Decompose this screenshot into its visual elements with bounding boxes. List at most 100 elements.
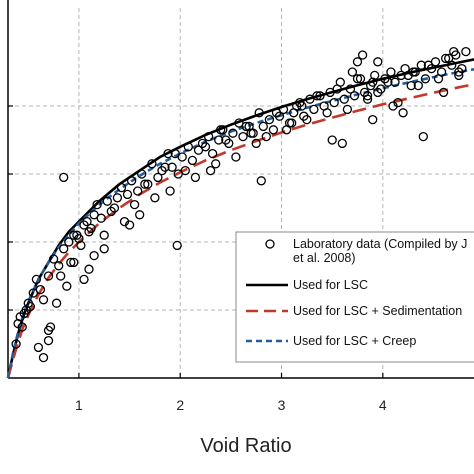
data-point — [35, 284, 46, 295]
x-tick-labels: 1 2 3 4 — [75, 397, 387, 413]
data-point — [264, 114, 275, 125]
legend: Laboratory data (Compiled by J et al. 20… — [235, 231, 474, 363]
x-tick-label-1: 1 — [75, 397, 83, 413]
data-point — [383, 77, 393, 87]
data-point — [112, 193, 123, 203]
data-point — [408, 67, 418, 77]
data-point — [116, 182, 127, 193]
data-point — [137, 169, 147, 179]
data-point — [362, 91, 373, 101]
data-point — [418, 131, 428, 142]
data-point — [96, 213, 106, 223]
data-point — [438, 87, 449, 98]
data-point — [373, 57, 383, 67]
legend-label-laboratory-1: Laboratory data (Compiled by J — [293, 237, 467, 251]
data-point — [62, 281, 72, 291]
data-point — [352, 74, 363, 84]
data-point — [133, 186, 143, 196]
data-point — [99, 244, 109, 254]
data-point — [17, 322, 27, 332]
data-point — [102, 196, 112, 206]
data-point — [420, 74, 431, 84]
data-point — [172, 240, 182, 251]
data-point — [51, 298, 62, 308]
data-point — [33, 342, 44, 353]
data-point — [342, 104, 353, 115]
data-point — [11, 339, 21, 349]
data-point — [370, 70, 380, 81]
legend-label-lsc: Used for LSC — [293, 278, 368, 292]
scatter-points — [11, 46, 471, 363]
data-point — [170, 148, 180, 159]
data-point — [368, 77, 378, 87]
x-axis-label: Void Ratio — [200, 435, 291, 457]
data-point — [126, 176, 137, 186]
data-point — [200, 142, 211, 152]
data-point — [82, 216, 92, 227]
data-point — [31, 274, 42, 285]
data-point — [347, 67, 358, 77]
data-point — [124, 220, 135, 230]
data-point — [423, 60, 434, 70]
data-point — [160, 162, 170, 172]
data-point — [59, 172, 69, 183]
data-point — [207, 148, 218, 159]
data-point — [254, 108, 264, 118]
series-line-2 — [6, 82, 474, 379]
legend-label-laboratory-2: et al. 2008) — [293, 251, 356, 265]
data-point — [99, 230, 109, 240]
data-point — [150, 193, 160, 203]
data-point — [43, 271, 54, 281]
data-point — [251, 138, 261, 149]
data-point — [76, 240, 86, 251]
data-point — [349, 91, 360, 101]
legend-label-creep: Used for LSC + Creep — [293, 334, 416, 348]
data-point — [25, 301, 35, 312]
data-point — [231, 152, 241, 162]
data-point — [337, 138, 347, 149]
data-point — [221, 135, 231, 145]
data-point — [258, 121, 268, 132]
data-point — [122, 189, 133, 200]
data-point — [302, 114, 312, 125]
data-point — [167, 162, 177, 172]
data-point — [287, 118, 297, 128]
data-point — [147, 159, 157, 169]
data-point — [388, 101, 398, 111]
data-point — [143, 179, 153, 189]
data-point — [355, 74, 366, 84]
data-point — [261, 131, 271, 142]
data-point — [203, 131, 214, 142]
data-point — [281, 125, 292, 135]
legend-marker-laboratory — [265, 239, 275, 249]
data-point — [357, 50, 368, 60]
data-point — [129, 199, 140, 210]
data-point — [86, 223, 96, 234]
data-point — [246, 128, 256, 138]
data-point — [398, 108, 408, 118]
data-point — [84, 264, 94, 274]
axes — [7, 0, 474, 379]
data-point — [352, 57, 363, 67]
data-point — [461, 46, 471, 57]
data-point — [368, 114, 378, 125]
data-point — [79, 274, 89, 285]
data-point — [228, 128, 238, 138]
data-point — [211, 159, 221, 169]
legend-box — [235, 231, 474, 363]
data-point — [69, 257, 79, 268]
data-point — [449, 46, 459, 57]
data-point — [92, 199, 102, 210]
data-point — [140, 179, 150, 189]
x-tick-label-2: 2 — [176, 397, 184, 413]
data-point — [66, 257, 76, 268]
data-point — [109, 203, 120, 213]
data-point — [256, 176, 266, 186]
data-point — [163, 148, 173, 159]
data-point — [413, 80, 423, 91]
data-point — [339, 94, 349, 104]
data-point — [43, 335, 54, 346]
data-point — [153, 172, 163, 183]
data-point — [43, 325, 54, 336]
data-point — [345, 84, 356, 94]
